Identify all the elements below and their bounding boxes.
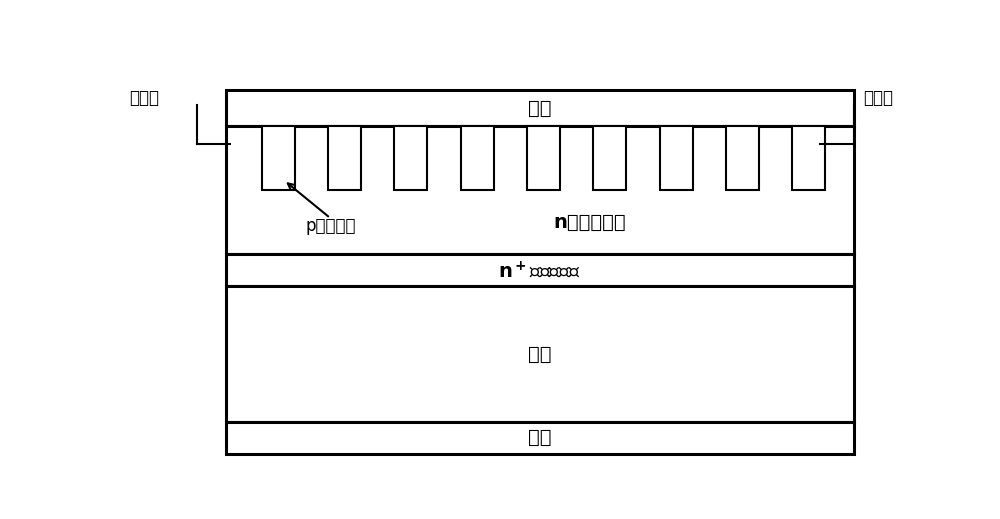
Text: p型氮化镑: p型氮化镑 [305, 217, 356, 235]
Bar [660, 126, 693, 190]
Text: 高阻区: 高阻区 [863, 89, 893, 107]
Bar [226, 422, 854, 454]
Bar [226, 126, 854, 254]
Bar [226, 286, 854, 422]
Bar [328, 126, 361, 190]
Bar [394, 126, 427, 190]
Bar [461, 126, 494, 190]
Text: 负极: 负极 [528, 428, 551, 447]
Text: $\mathbf{n^+}$型氮化镓层: $\mathbf{n^+}$型氮化镓层 [498, 260, 581, 281]
Bar [262, 126, 295, 190]
Bar [593, 126, 626, 190]
Bar [527, 126, 560, 190]
Text: 衬底: 衬底 [528, 345, 551, 363]
Bar [226, 254, 854, 286]
Text: n型氮化镑层: n型氮化镑层 [554, 213, 626, 231]
Bar [726, 126, 759, 190]
Text: 高阻区: 高阻区 [129, 89, 159, 107]
Text: 正极: 正极 [528, 99, 551, 118]
Bar [226, 90, 854, 126]
Bar [792, 126, 825, 190]
